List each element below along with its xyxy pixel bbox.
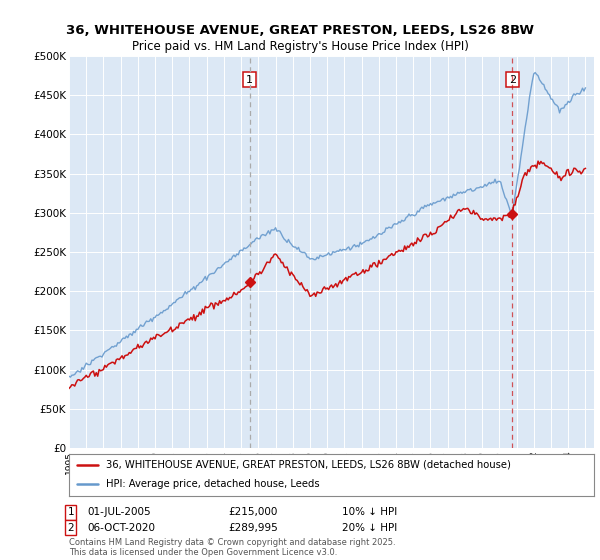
Text: £289,995: £289,995 bbox=[228, 522, 278, 533]
Text: 1: 1 bbox=[67, 507, 74, 517]
Text: 36, WHITEHOUSE AVENUE, GREAT PRESTON, LEEDS, LS26 8BW (detached house): 36, WHITEHOUSE AVENUE, GREAT PRESTON, LE… bbox=[106, 460, 511, 470]
Text: 2: 2 bbox=[67, 522, 74, 533]
Text: 36, WHITEHOUSE AVENUE, GREAT PRESTON, LEEDS, LS26 8BW: 36, WHITEHOUSE AVENUE, GREAT PRESTON, LE… bbox=[66, 24, 534, 37]
Text: Price paid vs. HM Land Registry's House Price Index (HPI): Price paid vs. HM Land Registry's House … bbox=[131, 40, 469, 53]
Text: £215,000: £215,000 bbox=[228, 507, 277, 517]
Text: HPI: Average price, detached house, Leeds: HPI: Average price, detached house, Leed… bbox=[106, 479, 319, 489]
Text: 06-OCT-2020: 06-OCT-2020 bbox=[87, 522, 155, 533]
Text: 1: 1 bbox=[246, 74, 253, 85]
Text: 20% ↓ HPI: 20% ↓ HPI bbox=[342, 522, 397, 533]
Text: Contains HM Land Registry data © Crown copyright and database right 2025.
This d: Contains HM Land Registry data © Crown c… bbox=[69, 538, 395, 557]
Text: 10% ↓ HPI: 10% ↓ HPI bbox=[342, 507, 397, 517]
Text: 2: 2 bbox=[509, 74, 516, 85]
Text: 01-JUL-2005: 01-JUL-2005 bbox=[87, 507, 151, 517]
